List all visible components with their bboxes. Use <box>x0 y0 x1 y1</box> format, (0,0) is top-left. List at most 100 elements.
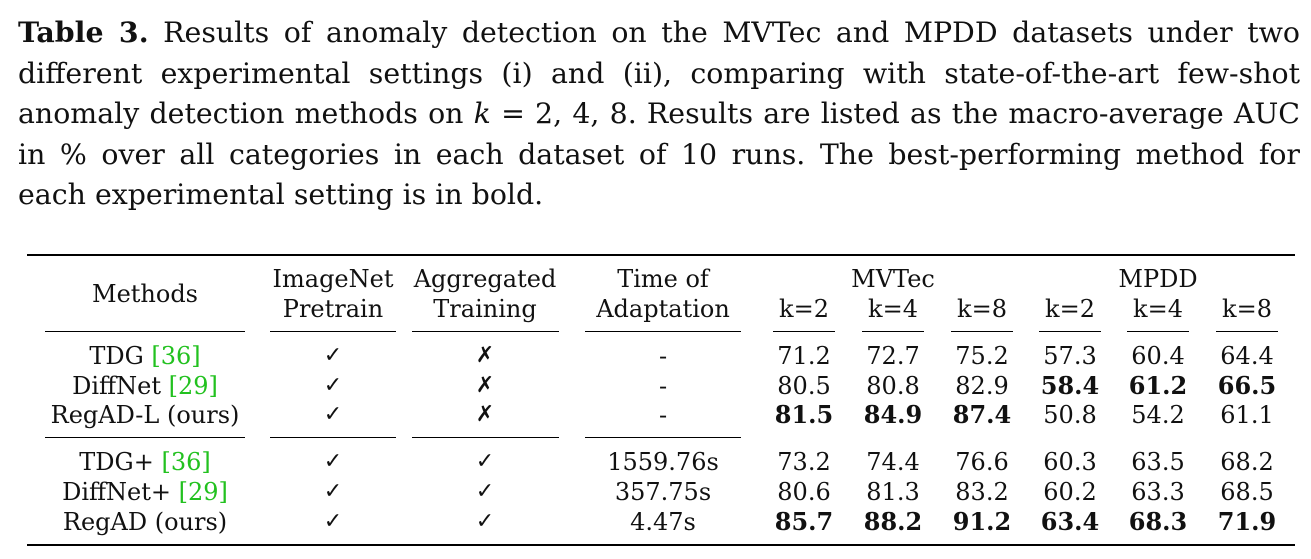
auc-value: 80.6 <box>777 478 831 506</box>
caption-text-b: = 2, 4, 8. Results are listed as the mac… <box>18 97 1301 211</box>
auc-value: 61.1 <box>1220 401 1274 429</box>
caption-label: Table 3. <box>18 15 149 49</box>
header-k-label: k=2 <box>1045 295 1095 323</box>
pretrain-mark: ✓ <box>323 343 343 368</box>
method-name: RegAD (ours) <box>63 507 227 537</box>
caption-text-a: Results of anomaly detection on the MVTe… <box>18 16 1300 130</box>
auc-value: 71.2 <box>777 342 831 370</box>
method-label: TDG <box>89 342 152 370</box>
k-column-underline <box>1127 331 1189 333</box>
group-divider-pretrain <box>270 437 396 439</box>
auc-value: 74.4 <box>866 448 920 476</box>
k-column-underline <box>951 331 1013 333</box>
method-label: DiffNet <box>72 372 169 400</box>
adaptation-time: 357.75s <box>614 478 712 506</box>
citation-link[interactable]: [36] <box>151 342 201 370</box>
header-k-label: k=4 <box>1133 295 1183 323</box>
auc-value: 58.4 <box>1040 371 1100 400</box>
k-column-underline <box>1039 331 1101 333</box>
auc-value: 73.2 <box>777 448 831 476</box>
auc-value: 71.9 <box>1217 507 1277 536</box>
auc-value: 72.7 <box>866 342 920 370</box>
aggregated-underline <box>412 331 559 333</box>
auc-value: 68.3 <box>1128 507 1188 536</box>
pretrain-mark: ✓ <box>323 373 343 398</box>
k-column-underline <box>773 331 835 333</box>
caption-k-symbol: k <box>473 97 491 130</box>
group-divider-time <box>585 437 741 439</box>
auc-value: 64.4 <box>1220 342 1274 370</box>
aggregated-mark: ✗ <box>475 343 495 368</box>
header-k-label: k=2 <box>779 295 829 323</box>
adaptation-time: 4.47s <box>630 508 696 536</box>
top-rule <box>27 254 1295 256</box>
auc-value: 80.5 <box>777 372 831 400</box>
header-time-line2: Adaptation <box>596 295 730 323</box>
method-name: TDG [36] <box>89 341 200 371</box>
method-label: RegAD (ours) <box>62 508 228 536</box>
method-name: DiffNet+ [29] <box>62 477 228 507</box>
auc-value: 87.4 <box>952 400 1012 429</box>
bottom-rule <box>27 544 1295 546</box>
auc-value: 60.2 <box>1043 478 1097 506</box>
aggregated-mark: ✓ <box>475 449 495 474</box>
auc-value: 50.8 <box>1043 401 1097 429</box>
aggregated-mark: ✗ <box>475 373 495 398</box>
header-imagenet-line2: Pretrain <box>282 295 384 323</box>
table-caption: Table 3. Results of anomaly detection on… <box>18 12 1300 216</box>
method-name: TDG+ [36] <box>79 447 210 477</box>
adaptation-time: - <box>658 342 668 370</box>
pretrain-mark: ✓ <box>323 509 343 534</box>
header-aggregated-line2: Training <box>433 295 537 323</box>
adaptation-time: - <box>658 401 668 429</box>
method-label: TDG+ <box>79 448 162 476</box>
auc-value: 60.4 <box>1131 342 1185 370</box>
header-methods: Methods <box>91 280 199 308</box>
aggregated-mark: ✓ <box>475 479 495 504</box>
citation-link[interactable]: [29] <box>168 372 218 400</box>
auc-value: 91.2 <box>952 507 1012 536</box>
auc-value: 83.2 <box>955 478 1009 506</box>
auc-value: 68.2 <box>1220 448 1274 476</box>
aggregated-mark: ✗ <box>475 402 495 427</box>
auc-value: 80.8 <box>866 372 920 400</box>
header-mvtec: MVTec <box>851 265 935 293</box>
auc-value: 68.5 <box>1220 478 1274 506</box>
header-imagenet-line1: ImageNet <box>272 265 394 293</box>
auc-value: 61.2 <box>1128 371 1188 400</box>
header-aggregated-line1: Aggregated <box>413 265 557 293</box>
auc-value: 63.5 <box>1131 448 1185 476</box>
auc-value: 66.5 <box>1217 371 1277 400</box>
method-name: RegAD-L (ours) <box>51 400 240 430</box>
methods-underline <box>45 331 245 333</box>
auc-value: 84.9 <box>863 400 923 429</box>
method-label: DiffNet+ <box>62 478 179 506</box>
k-column-underline <box>862 331 924 333</box>
pretrain-mark: ✓ <box>323 402 343 427</box>
auc-value: 82.9 <box>955 372 1009 400</box>
group-divider-methods <box>45 437 245 439</box>
auc-value: 60.3 <box>1043 448 1097 476</box>
header-mpdd: MPDD <box>1118 265 1198 293</box>
citation-link[interactable]: [36] <box>161 448 211 476</box>
auc-value: 76.6 <box>955 448 1009 476</box>
auc-value: 63.3 <box>1131 478 1185 506</box>
auc-value: 75.2 <box>955 342 1009 370</box>
pretrain-mark: ✓ <box>323 449 343 474</box>
method-name: DiffNet [29] <box>72 371 218 401</box>
aggregated-mark: ✓ <box>475 509 495 534</box>
pretrain-mark: ✓ <box>323 479 343 504</box>
pretrain-underline <box>270 331 396 333</box>
auc-value: 81.3 <box>866 478 920 506</box>
adaptation-time: - <box>658 372 668 400</box>
method-label: RegAD-L (ours) <box>50 401 240 429</box>
header-time-line1: Time of <box>617 265 709 293</box>
k-column-underline <box>1216 331 1278 333</box>
header-k-label: k=8 <box>957 295 1007 323</box>
auc-value: 81.5 <box>774 400 834 429</box>
citation-link[interactable]: [29] <box>178 478 228 506</box>
group-divider-aggregated <box>412 437 559 439</box>
header-k-label: k=8 <box>1222 295 1272 323</box>
adaptation-time: 1559.76s <box>607 448 719 476</box>
time-underline <box>585 331 741 333</box>
